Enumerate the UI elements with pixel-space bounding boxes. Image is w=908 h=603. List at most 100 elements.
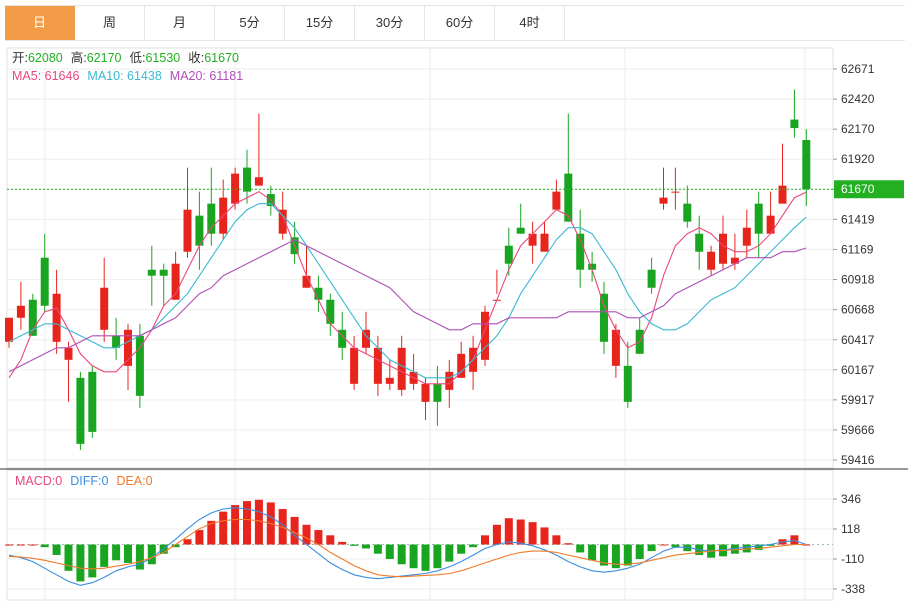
- last-price-tag-bg: [834, 180, 904, 199]
- candle: [719, 215, 727, 270]
- price-tick-label: 61419: [841, 212, 875, 226]
- tab-4[interactable]: 15分: [285, 6, 355, 40]
- macd-bar: [623, 544, 632, 566]
- candle: [16, 281, 25, 330]
- macd-axis: 346 118 -110 -338: [833, 492, 865, 596]
- candle-body: [683, 203, 692, 222]
- candle: [100, 257, 109, 342]
- macd-bar: [231, 505, 240, 545]
- ohlc-label: 开:: [12, 51, 28, 65]
- macd-bar: [516, 519, 525, 545]
- macd-bar: [409, 544, 418, 569]
- macd-bar: [207, 520, 216, 545]
- macd-bar: [492, 524, 501, 545]
- tab-2[interactable]: 月: [145, 6, 215, 40]
- candle-body: [100, 287, 109, 330]
- macd-bar: [64, 544, 73, 571]
- candlestick-series: [5, 89, 811, 450]
- tab-3[interactable]: 5分: [215, 6, 285, 40]
- macd-bar: [326, 535, 335, 545]
- price-tick-label: 60417: [841, 333, 875, 347]
- macd-bar: [659, 544, 668, 546]
- candle: [492, 269, 501, 301]
- ohlc-value: 62080: [28, 51, 63, 65]
- candle: [207, 167, 216, 246]
- ma20-line: [8, 239, 807, 373]
- price-axis: 6267162420621706192061669614196116960918…: [833, 62, 875, 467]
- macd-bar: [40, 544, 49, 548]
- macd-bar: [362, 544, 370, 549]
- ohlc-value: 61530: [145, 51, 180, 65]
- macd-bar: [147, 544, 156, 565]
- candle-body: [278, 209, 287, 234]
- macd-tick-label: 346: [841, 492, 861, 506]
- candle-body: [40, 257, 49, 306]
- ma5-line: [8, 190, 807, 385]
- candle-body: [52, 293, 61, 342]
- tab-6[interactable]: 60分: [425, 6, 495, 40]
- candle: [385, 359, 394, 390]
- candle-body: [231, 173, 240, 204]
- candle: [135, 323, 144, 408]
- ohlc-value: 62170: [87, 51, 122, 65]
- price-tick-label: 61169: [841, 242, 874, 256]
- tab-7[interactable]: 4时: [495, 6, 565, 40]
- main-frame: [6, 47, 834, 469]
- macd-bar: [338, 541, 347, 545]
- candle: [112, 317, 121, 360]
- candle-body: [254, 177, 263, 186]
- macd-grid: [0, 468, 908, 601]
- ohlc-label: 收:: [188, 51, 204, 65]
- candle: [52, 269, 61, 354]
- price-tick-label: 59666: [841, 423, 875, 437]
- candle: [695, 215, 704, 270]
- candle: [254, 113, 263, 186]
- tab-0[interactable]: 日: [5, 6, 75, 40]
- macd-bar: [469, 544, 478, 548]
- candle-body: [159, 269, 168, 276]
- ma-legend-item: MA10: 61438: [87, 69, 161, 83]
- macd-bar: [219, 511, 228, 545]
- tab-1[interactable]: 周: [75, 6, 145, 40]
- macd-bar: [445, 544, 454, 562]
- candle-body: [659, 197, 668, 204]
- macd-bar: [373, 544, 382, 554]
- candle-body: [16, 305, 25, 318]
- macd-tick-label: -338: [841, 582, 865, 596]
- tab-5[interactable]: 30分: [355, 6, 425, 40]
- candle-body: [671, 191, 680, 193]
- candle-body: [373, 347, 382, 384]
- candle: [5, 317, 13, 348]
- macd-bar: [754, 544, 763, 550]
- candle-body: [76, 377, 85, 444]
- macd-legend: MACD:0 DIFF:0 DEA:0: [15, 474, 153, 488]
- candle-body: [350, 347, 359, 384]
- candle: [504, 227, 513, 276]
- macd-bar: [171, 544, 180, 548]
- macd-bar: [671, 544, 680, 548]
- macd-legend-item: DIFF:0: [70, 474, 108, 488]
- candle-body: [314, 287, 323, 300]
- macd-legend-item: MACD:0: [15, 474, 62, 488]
- macd-bar: [195, 530, 204, 545]
- candle-body: [385, 377, 394, 384]
- candle: [433, 365, 442, 426]
- candle-body: [802, 139, 811, 190]
- macd-bar: [588, 544, 597, 561]
- candle: [124, 323, 132, 390]
- candle-body: [5, 317, 13, 342]
- candle-body: [326, 299, 335, 324]
- candle-body: [754, 203, 763, 234]
- candle-body: [695, 233, 704, 252]
- macd-bar: [243, 501, 251, 545]
- candle-body: [183, 209, 192, 252]
- candle: [40, 233, 49, 312]
- candle: [159, 263, 168, 306]
- candle: [576, 209, 585, 288]
- ma-legend: MA5: 61646 MA10: 61438 MA20: 61181: [12, 69, 243, 83]
- candle-body: [135, 335, 144, 396]
- macd-bar: [766, 544, 775, 546]
- macd-bar: [385, 544, 394, 559]
- candle: [588, 251, 597, 282]
- diff-line: [8, 507, 807, 586]
